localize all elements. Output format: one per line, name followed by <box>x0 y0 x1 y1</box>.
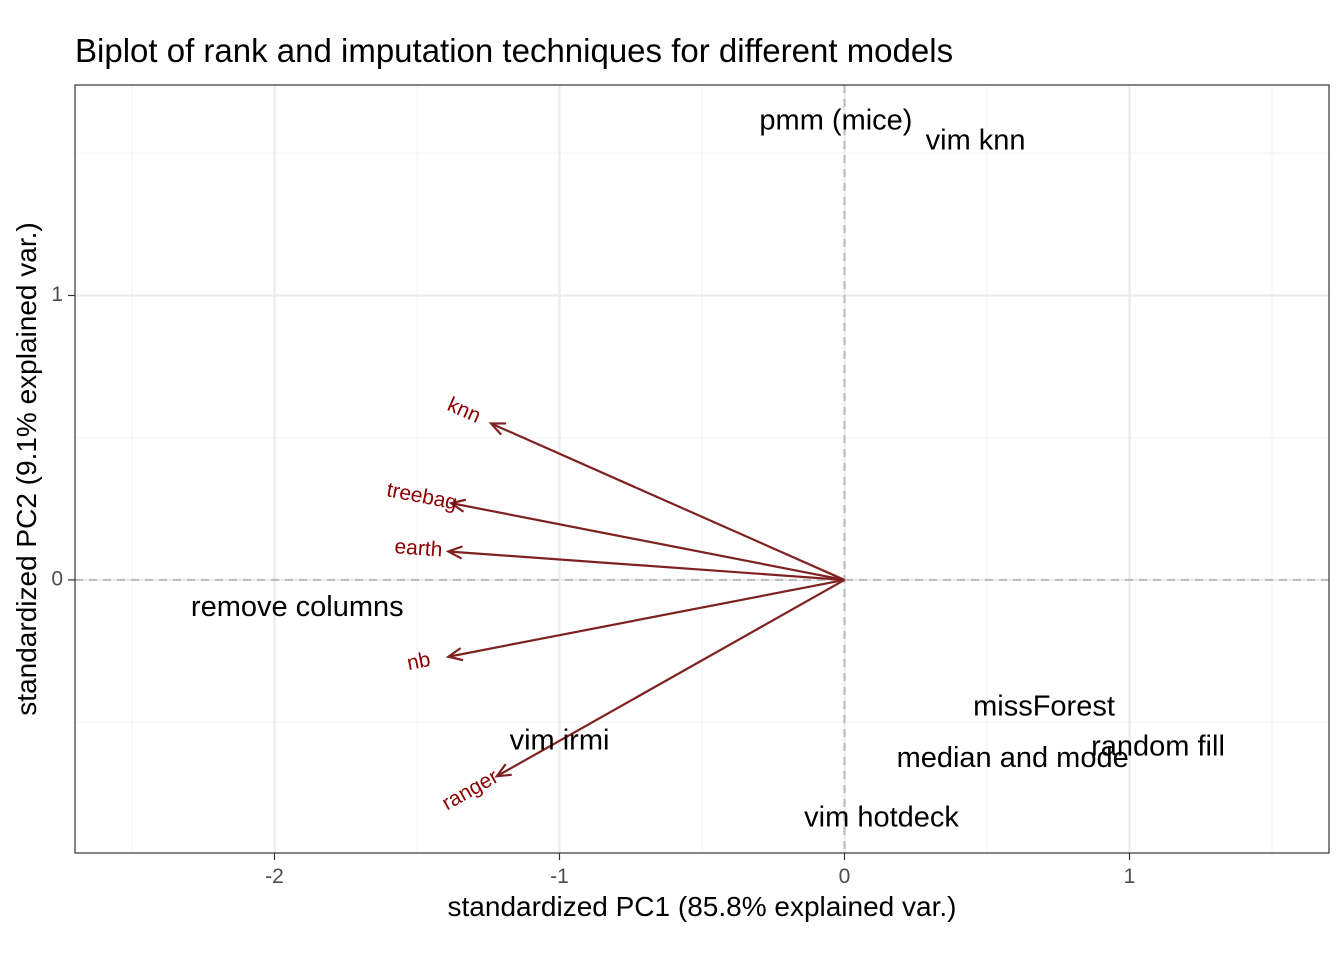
point-label: random fill <box>1091 730 1225 762</box>
point-label: vim hotdeck <box>804 802 959 834</box>
x-tick-label: -1 <box>550 865 569 888</box>
loading-label-earth: earth <box>394 535 443 561</box>
point-label: missForest <box>973 691 1115 723</box>
arrowhead-nb <box>445 647 464 662</box>
reference-lines <box>75 85 1329 853</box>
loading-arrow-treebag <box>450 502 845 582</box>
y-axis-ticks: 01 <box>51 283 75 590</box>
x-tick-label: 1 <box>1124 865 1136 888</box>
point-label: vim knn <box>926 125 1026 157</box>
point-label: median and mode <box>897 742 1129 774</box>
minor-gridlines <box>75 85 1329 853</box>
point-labels: pmm (mice) vim knn remove columns missFores… <box>191 105 1225 834</box>
point-label: pmm (mice) <box>759 105 912 137</box>
panel-border <box>74 84 1330 854</box>
x-axis-ticks: -2 -1 0 1 <box>265 853 1135 888</box>
point-label: remove columns <box>191 591 404 623</box>
arrowhead-earth <box>445 545 463 560</box>
arrowhead-knn <box>488 422 507 436</box>
loading-arrow-knn <box>490 422 845 581</box>
x-axis-title: standardized PC1 (85.8% explained var.) <box>448 891 957 922</box>
arrowhead-treebag <box>448 498 467 513</box>
point-label: vim irmi <box>510 725 610 757</box>
x-tick-label: -2 <box>265 865 284 888</box>
y-tick-label: 1 <box>51 283 63 306</box>
loading-label-nb: nb <box>405 648 432 675</box>
x-tick-label: 0 <box>839 865 851 888</box>
loading-arrows <box>445 422 846 778</box>
loading-arrow-nb <box>448 578 845 658</box>
y-tick-label: 0 <box>51 567 63 590</box>
chart-title: Biplot of rank and imputation techniques… <box>75 32 953 69</box>
arrowhead-ranger <box>494 763 512 778</box>
y-axis-title: standardized PC2 (9.1% explained var.) <box>11 222 42 715</box>
loading-arrow-ranger <box>496 578 846 778</box>
loading-arrow-earth <box>448 550 845 582</box>
